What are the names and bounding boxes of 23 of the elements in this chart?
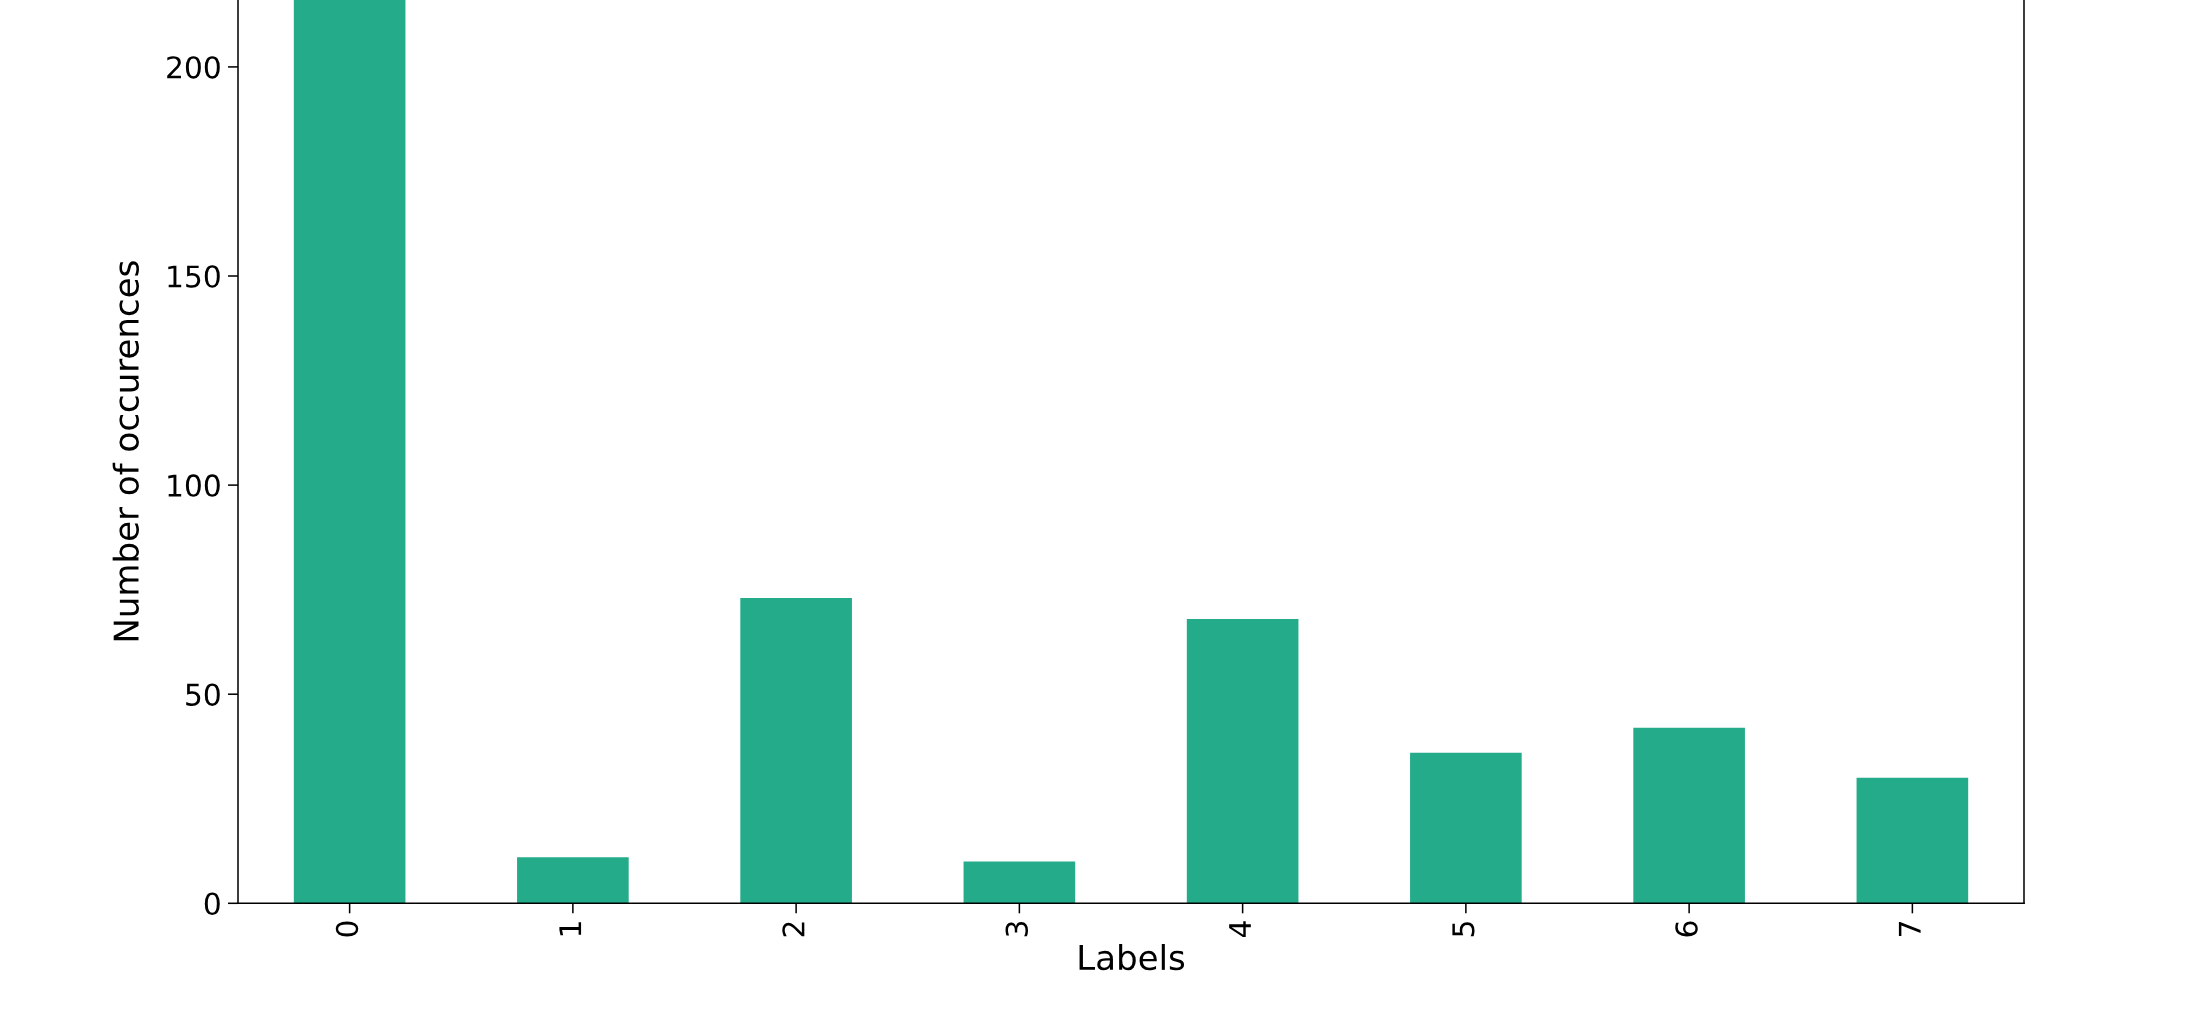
bar — [740, 598, 852, 904]
bar — [293, 0, 406, 904]
bar — [1633, 727, 1745, 904]
y-axis-title: Number of occurences — [112, 261, 139, 641]
x-axis-title: Labels — [1079, 944, 1185, 971]
x-tick-label: 2 — [782, 922, 805, 937]
y-tick-label: 200 — [167, 56, 220, 79]
bar — [963, 861, 1076, 904]
bar — [517, 857, 629, 904]
y-tick-label: 100 — [168, 474, 220, 497]
bar — [1856, 777, 1969, 904]
bar — [1186, 618, 1299, 904]
y-tick-label: 50 — [186, 683, 220, 706]
x-tick-label: 7 — [1898, 922, 1921, 937]
x-tick-label: 5 — [1452, 922, 1475, 937]
y-tick-label: 0 — [204, 892, 220, 916]
x-tick-label: 4 — [1229, 921, 1251, 938]
y-tick-label: 150 — [168, 265, 220, 288]
x-tick-label: 6 — [1675, 921, 1698, 937]
bar — [1410, 752, 1522, 904]
x-tick-label: 0 — [335, 921, 359, 937]
x-tick-label: 1 — [559, 922, 582, 936]
x-tick-label: 3 — [1005, 921, 1028, 937]
